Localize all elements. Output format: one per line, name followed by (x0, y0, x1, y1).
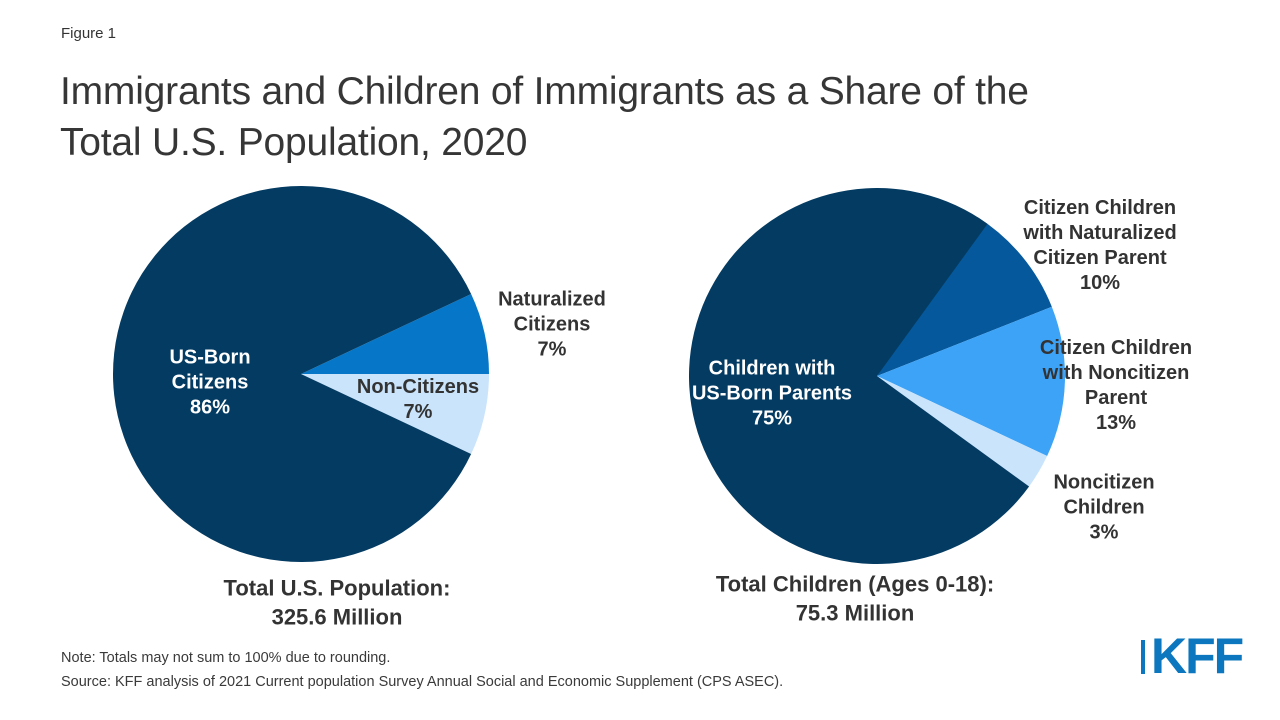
left-pie-total-label: Total U.S. Population: 325.6 Million (223, 575, 451, 629)
pie-slice-children-with-us-born-parents (689, 188, 1030, 564)
kff-logo-text: KFF (1151, 628, 1244, 684)
right-pie-total-label: Total Children (Ages 0-18): 75.3 Million (715, 571, 995, 625)
label-citizen-children-naturalized-parent: Citizen Children with Naturalized Citize… (1023, 197, 1177, 294)
pie-slice-noncitizen-children (877, 376, 1048, 487)
label-naturalized-citizens: Naturalized Citizens 7% (498, 288, 606, 361)
source-text: Source: KFF analysis of 2021 Current pop… (61, 674, 784, 690)
chart-title: Immigrants and Children of Immigrants as… (60, 70, 1029, 165)
pie-slice-non-citizens (301, 374, 489, 455)
pie-chart-total-us-population (113, 186, 489, 562)
label-non-citizens: Non-Citizens 7% (356, 376, 480, 423)
figure-number-label: Figure 1 (61, 25, 117, 42)
label-children-us-born-parents: Children with US-Born Parents 75% (691, 357, 853, 430)
pie-slice-citizen-children-with-naturalized-citizen-parent (877, 217, 1052, 376)
pie-slice-us-born-citizens (113, 186, 472, 562)
note-text: Note: Totals may not sum to 100% due to … (61, 650, 391, 666)
label-us-born-citizens: US-Born Citizens 86% (169, 346, 251, 419)
pie-slice-citizen-children-with-noncitizen-parent (877, 306, 1065, 457)
label-citizen-children-noncitizen-parent: Citizen Children with Noncitizen Parent … (1039, 337, 1193, 434)
label-noncitizen-children: Noncitizen Children 3% (1053, 471, 1155, 544)
pie-chart-total-children (689, 188, 1065, 564)
kff-logo: KFF (1141, 628, 1244, 684)
pie-slice-naturalized-citizens (301, 293, 489, 374)
kff-logo-bar-icon (1141, 640, 1145, 674)
